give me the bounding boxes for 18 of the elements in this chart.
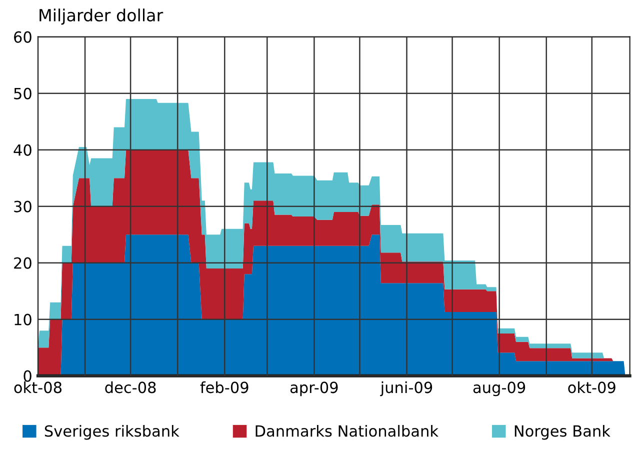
x-tick-label: okt-08	[14, 381, 62, 394]
x-tick-label: apr-09	[290, 382, 338, 396]
x-tick-label: aug-09	[473, 382, 526, 396]
y-tick-label: 10	[14, 314, 32, 326]
y-tick-label: 50	[14, 88, 32, 100]
y-tick-label: 20	[14, 257, 32, 269]
x-tick-label: okt-09	[568, 381, 616, 394]
legend-label: Norges Bank	[514, 424, 610, 440]
y-tick-label: 40	[14, 144, 32, 156]
y-tick-label: 60	[14, 31, 32, 43]
legend-label: Danmarks Nationalbank	[256, 424, 438, 437]
x-tick-label: dec-08	[105, 381, 156, 394]
x-tick-label: feb-09	[200, 381, 248, 394]
y-axis-title: Miljarder dollar	[40, 8, 164, 25]
legend-label: Sveriges riksbank	[44, 424, 180, 440]
y-tick-label: 30	[14, 200, 32, 212]
y-tick-label: 0	[24, 370, 32, 382]
x-tick-label: juni-09	[380, 381, 432, 396]
